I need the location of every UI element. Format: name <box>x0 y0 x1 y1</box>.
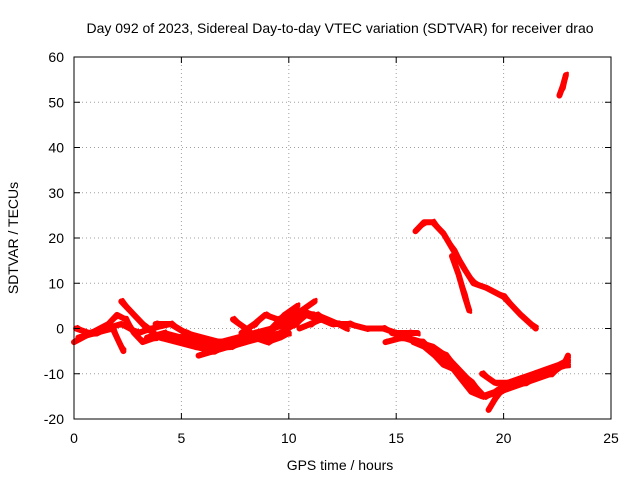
series-line-scatter <box>316 311 350 332</box>
series-arc-n <box>410 338 458 373</box>
x-tick-label: 0 <box>70 430 78 446</box>
series-arc-g <box>195 330 292 359</box>
x-axis-tick-labels: 0 5 10 15 20 25 <box>70 430 619 446</box>
axis-ticks <box>73 56 612 420</box>
series-arc-j <box>296 315 421 337</box>
y-tick-label: -10 <box>44 366 64 382</box>
x-tick-label: 5 <box>178 430 186 446</box>
series-arc-i <box>238 307 316 336</box>
series-line-scatter <box>241 310 316 333</box>
series-group <box>71 71 571 413</box>
series-line <box>382 334 569 400</box>
series-line-scatter <box>452 252 473 314</box>
x-axis-title: GPS time / hours <box>287 457 394 473</box>
series-line-scatter <box>415 218 539 328</box>
y-tick-label: 60 <box>48 49 64 65</box>
x-tick-label: 20 <box>496 430 512 446</box>
x-tick-label: 15 <box>388 430 404 446</box>
y-tick-label: 50 <box>48 94 64 110</box>
grid <box>74 57 611 419</box>
series-line-scatter <box>299 315 421 337</box>
series-arc-r <box>449 252 473 314</box>
series-arc-s <box>556 71 569 99</box>
y-axis-tick-labels: -20 -10 0 10 20 30 40 50 60 <box>44 49 64 427</box>
series-arc-q <box>412 218 539 332</box>
series-line-scatter <box>413 338 458 369</box>
series-arc-m <box>382 334 569 400</box>
chart-title: Day 092 of 2023, Sidereal Day-to-day VTE… <box>86 20 593 36</box>
x-tick-label: 10 <box>281 430 297 446</box>
series-line-scatter <box>559 71 569 95</box>
y-tick-label: 0 <box>56 321 64 337</box>
series-arc-k <box>313 311 350 332</box>
series-line-scatter <box>78 325 127 351</box>
series-line-scatter <box>198 333 292 356</box>
y-tick-label: -20 <box>44 411 64 427</box>
y-tick-label: 30 <box>48 185 64 201</box>
y-axis-title: SDTVAR / TECUs <box>5 182 21 294</box>
y-tick-label: 20 <box>48 230 64 246</box>
series-line-scatter <box>482 360 571 387</box>
x-tick-label: 25 <box>603 430 619 446</box>
y-tick-label: 40 <box>48 140 64 156</box>
y-tick-label: 10 <box>48 275 64 291</box>
series-line-scatter <box>147 311 309 351</box>
series-arc-p <box>479 357 571 387</box>
series-arc-c <box>75 325 127 355</box>
